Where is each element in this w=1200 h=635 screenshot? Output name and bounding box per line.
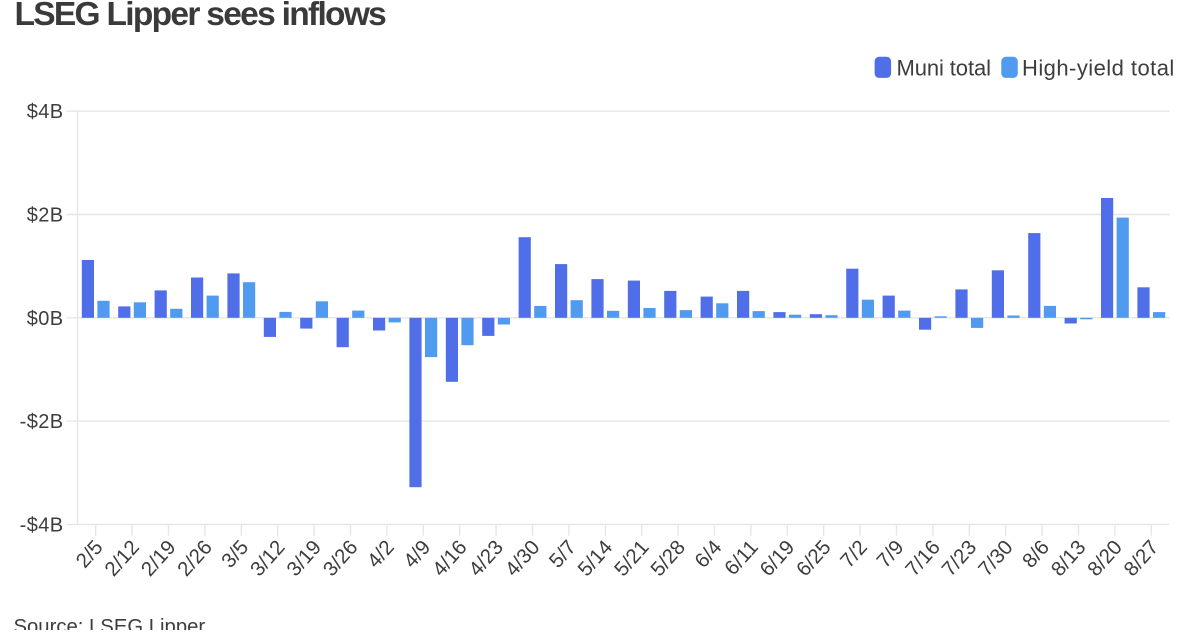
svg-text:LSEG Lipper sees inflows: LSEG Lipper sees inflows: [15, 0, 387, 33]
svg-text:$4B: $4B: [27, 101, 64, 123]
svg-text:High-yield total: High-yield total: [1022, 55, 1175, 80]
svg-text:Muni total: Muni total: [897, 55, 991, 80]
svg-text:Source: LSEG Lipper: Source: LSEG Lipper: [14, 616, 206, 630]
svg-text:-$2B: -$2B: [20, 411, 64, 433]
svg-text:-$4B: -$4B: [20, 514, 64, 536]
svg-text:$2B: $2B: [27, 205, 64, 227]
svg-text:$0B: $0B: [27, 308, 64, 330]
